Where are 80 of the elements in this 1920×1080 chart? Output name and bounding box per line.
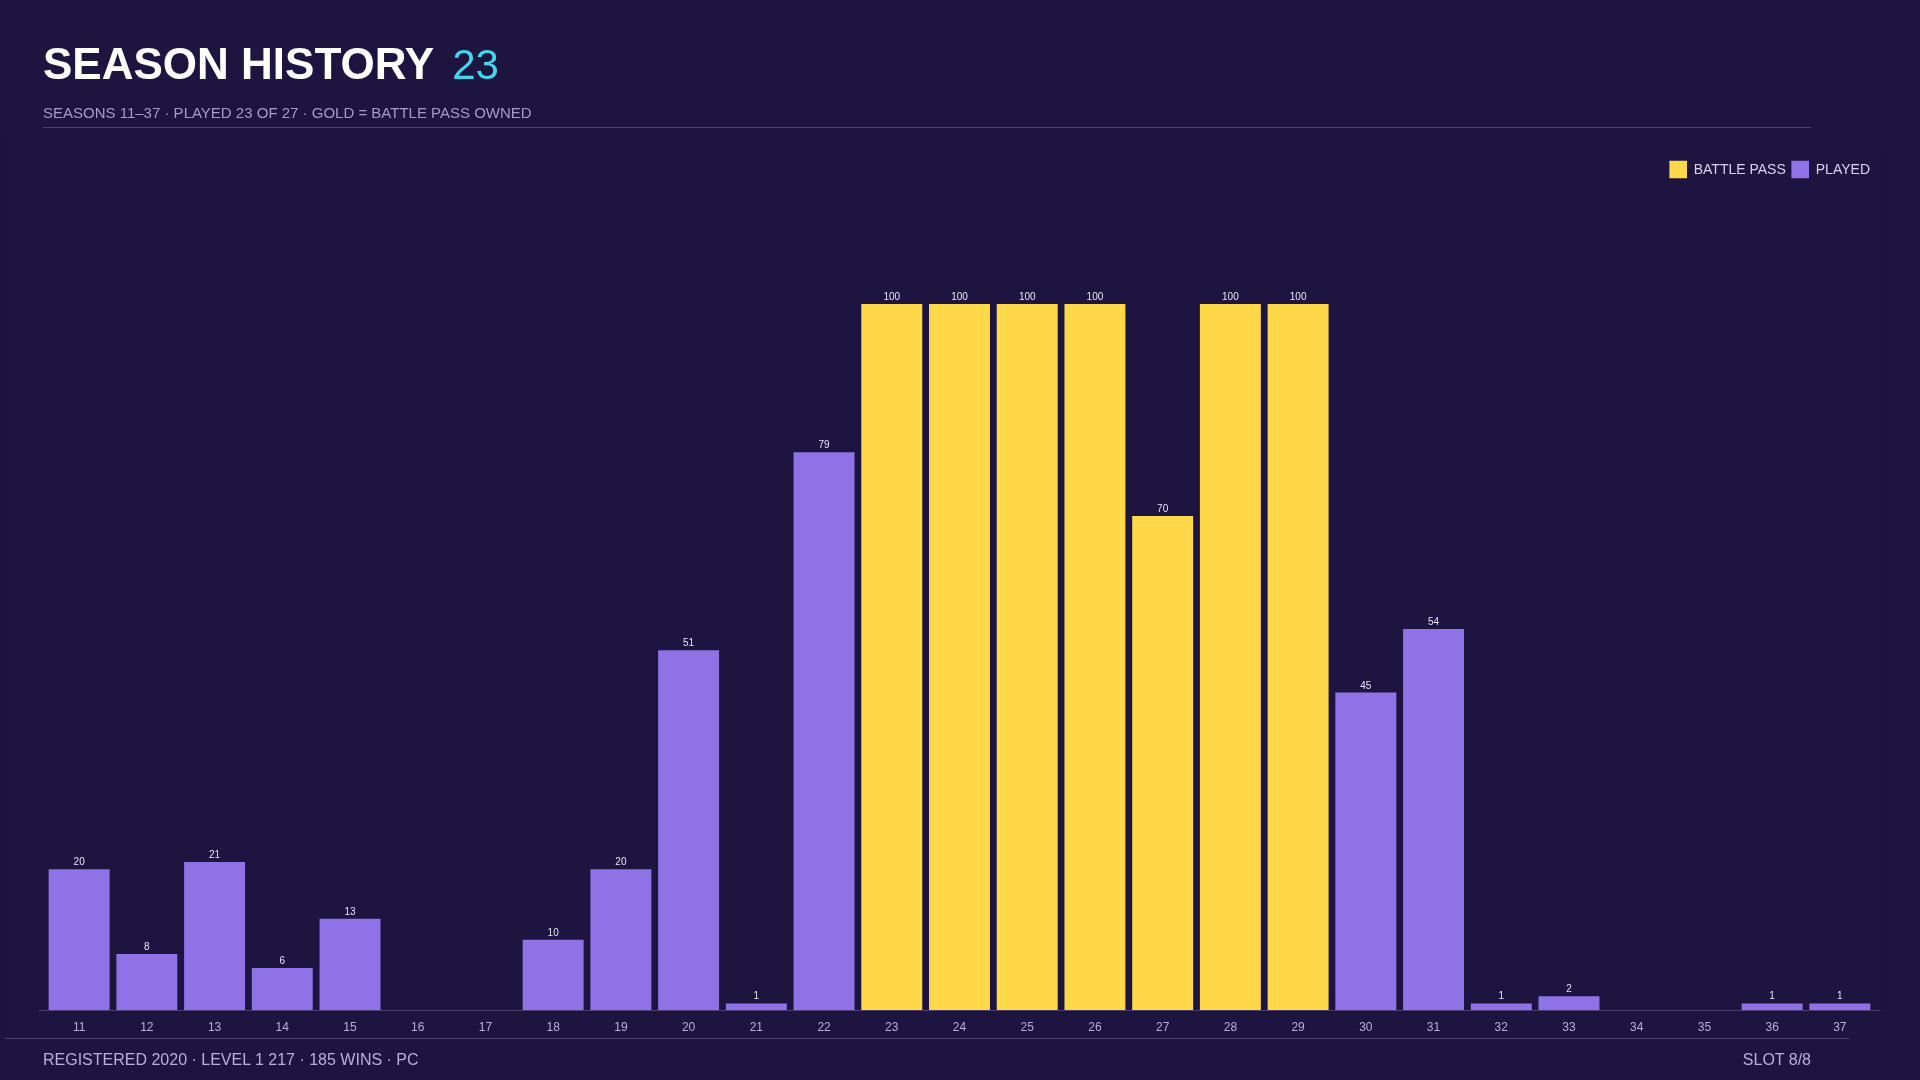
data-label: 10 [547,926,560,938]
bar [1403,628,1465,1011]
x-tick-label: 29 [1291,1019,1306,1034]
data-label: 1 [1837,990,1844,1002]
bar [116,953,178,1011]
bar [48,869,110,1011]
x-tick-label: 11 [72,1019,86,1034]
x-tick-label: 26 [1088,1019,1102,1034]
x-tick-label: 24 [952,1019,967,1034]
bar [725,1003,787,1011]
data-label: 79 [818,439,831,451]
bar [1132,515,1194,1011]
bar [996,303,1058,1011]
bar [1335,692,1397,1011]
legend-label: PLAYED [1815,161,1870,177]
data-label: 6 [279,955,286,967]
data-label: 100 [883,290,901,302]
x-tick-label: 20 [681,1019,696,1034]
bar [184,862,246,1011]
bar [522,939,584,1011]
text: REGISTERED 2020 · LEVEL 1 217 · 185 WINS · PC [43,1050,419,1070]
bar [1267,303,1329,1011]
x-tick-label: 17 [478,1019,493,1034]
bar [1470,1003,1532,1011]
x-tick-label: 19 [614,1019,628,1034]
data-label: 20 [615,856,627,868]
x-tick-label: 30 [1359,1019,1373,1034]
x-tick-label: 34 [1630,1019,1644,1034]
x-tick-label: 37 [1833,1019,1847,1034]
data-label: 100 [1086,290,1104,302]
x-tick-label: 12 [140,1019,154,1034]
data-label: 51 [683,637,695,649]
x-tick-label: 14 [275,1019,290,1034]
data-label: 45 [1360,679,1372,691]
x-tick-label: 33 [1562,1019,1576,1034]
data-label: 13 [344,905,357,917]
data-label: 20 [73,856,86,868]
bar [793,452,855,1011]
bar [251,968,313,1011]
bar [658,650,720,1011]
x-tick-label: 18 [546,1019,561,1034]
x-tick-label: 31 [1426,1019,1441,1034]
data-label: 1 [753,990,760,1002]
bar [861,303,923,1011]
bar [319,918,381,1011]
bar [1809,1003,1871,1011]
data-label: 100 [1289,290,1307,302]
data-label: 8 [144,940,151,952]
x-tick-label: 32 [1494,1019,1509,1034]
x-tick-label: 21 [749,1019,764,1034]
bar [590,869,652,1011]
legend-label: BATTLE PASS [1693,161,1786,177]
data-label: 2 [1566,983,1573,995]
data-label: 1 [1498,990,1505,1002]
bar [1538,996,1600,1011]
chart-title: SEASON HISTORY [43,39,435,88]
x-tick-label: 22 [817,1019,832,1034]
x-tick-label: 36 [1765,1019,1780,1034]
bar [1199,303,1261,1011]
x-tick-label: 13 [207,1019,222,1034]
data-label: 100 [1018,290,1036,302]
x-tick-label: 27 [1155,1019,1170,1034]
x-tick-label: 23 [885,1019,899,1034]
chart-subtitle: SEASONS 11–37 · PLAYED 23 OF 27 · GOLD = BATTLE PASS OWNED [43,101,1811,129]
bar [929,303,990,1011]
bar [1741,1003,1803,1011]
data-label: 100 [1222,290,1240,302]
bar [1064,303,1126,1011]
text: 23 [452,41,499,88]
x-tick-label: 35 [1697,1019,1712,1034]
x-tick-label: 16 [411,1019,425,1034]
x-tick-label: 15 [343,1019,358,1034]
data-label: 54 [1427,615,1440,627]
data-label: 1 [1769,990,1776,1002]
data-label: 70 [1157,502,1169,514]
x-tick-label: 28 [1223,1019,1238,1034]
text: SLOT 8/8 [1742,1050,1811,1070]
data-label: 100 [951,290,969,302]
data-label: 21 [209,849,221,861]
x-tick-label: 25 [1020,1019,1035,1034]
